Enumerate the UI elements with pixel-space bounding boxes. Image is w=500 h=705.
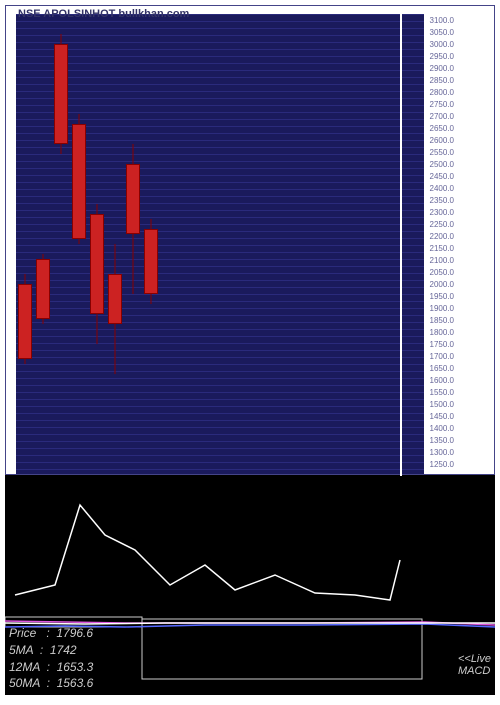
macd-box bbox=[142, 619, 422, 679]
y-tick-label: 1600.0 bbox=[430, 376, 454, 385]
y-tick-label: 2300.0 bbox=[430, 208, 454, 217]
y-tick-label: 1250.0 bbox=[430, 460, 454, 469]
y-tick-label: 1950.0 bbox=[430, 292, 454, 301]
ma5-value: 1742 bbox=[50, 643, 77, 657]
price-info-box: Price : 1796.6 5MA : 1742 12MA : 1653.3 … bbox=[9, 625, 93, 692]
chart-container: NSE APOLSINHOT bullkhan.com 3100.0 3050.0… bbox=[5, 5, 495, 695]
live-macd-label: <<Live MACD bbox=[458, 653, 491, 677]
y-tick-label: 2900.0 bbox=[430, 64, 454, 73]
y-tick-label: 1850.0 bbox=[430, 316, 454, 325]
info-ma5-row: 5MA : 1742 bbox=[9, 642, 93, 659]
y-tick-label: 2150.0 bbox=[430, 244, 454, 253]
y-tick-label: 1550.0 bbox=[430, 388, 454, 397]
y-tick-label: 2850.0 bbox=[430, 76, 454, 85]
y-tick-label: 1900.0 bbox=[430, 304, 454, 313]
y-tick-label: 3100.0 bbox=[430, 16, 454, 25]
y-tick-label: 1300.0 bbox=[430, 448, 454, 457]
y-tick-label: 2350.0 bbox=[430, 196, 454, 205]
ma50-label: 50MA bbox=[9, 676, 40, 690]
y-tick-label: 1650.0 bbox=[430, 364, 454, 373]
price-label: Price bbox=[9, 626, 36, 640]
info-price-row: Price : 1796.6 bbox=[9, 625, 93, 642]
ma12-value: 1653.3 bbox=[57, 660, 94, 674]
price-chart-panel[interactable]: NSE APOLSINHOT bullkhan.com 3100.0 3050.0… bbox=[5, 5, 495, 475]
volume-panel[interactable] bbox=[5, 475, 495, 605]
y-tick-label: 1400.0 bbox=[430, 424, 454, 433]
y-tick-label: 1450.0 bbox=[430, 412, 454, 421]
y-tick-label: 1700.0 bbox=[430, 352, 454, 361]
y-tick-label: 2750.0 bbox=[430, 100, 454, 109]
y-tick-label: 2450.0 bbox=[430, 172, 454, 181]
ma5-label: 5MA bbox=[9, 643, 33, 657]
y-tick-label: 2100.0 bbox=[430, 256, 454, 265]
price-value: 1796.6 bbox=[56, 626, 93, 640]
y-tick-label: 2800.0 bbox=[430, 88, 454, 97]
y-tick-label: 1800.0 bbox=[430, 328, 454, 337]
candlestick-series bbox=[16, 14, 424, 474]
ma50-value: 1563.6 bbox=[57, 676, 94, 690]
y-tick-label: 2000.0 bbox=[430, 280, 454, 289]
live-tag: <<Live bbox=[458, 653, 491, 665]
y-tick-label: 2500.0 bbox=[430, 160, 454, 169]
y-tick-label: 2200.0 bbox=[430, 232, 454, 241]
y-tick-label: 2650.0 bbox=[430, 124, 454, 133]
volume-line-chart bbox=[5, 475, 495, 605]
y-tick-label: 1500.0 bbox=[430, 400, 454, 409]
price-spike-line bbox=[400, 14, 402, 476]
info-ma12-row: 12MA : 1653.3 bbox=[9, 659, 93, 676]
info-ma50-row: 50MA : 1563.6 bbox=[9, 675, 93, 692]
y-tick-label: 3050.0 bbox=[430, 28, 454, 37]
y-tick-label: 2600.0 bbox=[430, 136, 454, 145]
y-tick-label: 2050.0 bbox=[430, 268, 454, 277]
chart-title: NSE APOLSINHOT bullkhan.com bbox=[18, 8, 189, 20]
macd-tag: MACD bbox=[458, 665, 490, 677]
macd-panel[interactable]: Price : 1796.6 5MA : 1742 12MA : 1653.3 … bbox=[5, 605, 495, 695]
y-tick-label: 2400.0 bbox=[430, 184, 454, 193]
y-tick-label: 1750.0 bbox=[430, 340, 454, 349]
y-tick-label: 2550.0 bbox=[430, 148, 454, 157]
y-tick-label: 2250.0 bbox=[430, 220, 454, 229]
y-tick-label: 2700.0 bbox=[430, 112, 454, 121]
ma12-label: 12MA bbox=[9, 660, 40, 674]
y-tick-label: 2950.0 bbox=[430, 52, 454, 61]
y-axis-labels: 3100.0 3050.0 3000.0 2950.0 2900.0 2850.0 2800… bbox=[426, 14, 494, 476]
y-tick-label: 3000.0 bbox=[430, 40, 454, 49]
y-tick-label: 1350.0 bbox=[430, 436, 454, 445]
